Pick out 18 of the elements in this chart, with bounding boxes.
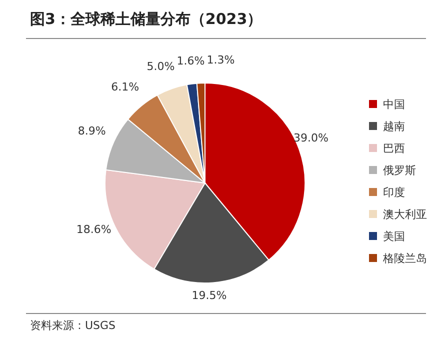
data-label: 5.0% [146, 60, 175, 74]
legend-label: 越南 [383, 118, 405, 134]
data-label: 8.9% [78, 124, 106, 138]
data-label: 1.3% [206, 54, 235, 67]
data-label: 19.5% [192, 289, 227, 302]
legend-label: 印度 [383, 184, 405, 200]
legend-label: 格陵兰岛 [383, 250, 427, 266]
legend-label: 美国 [383, 228, 405, 244]
legend-label: 中国 [383, 96, 405, 112]
data-label: 6.1% [111, 80, 140, 94]
legend-label: 俄罗斯 [383, 162, 416, 178]
legend-label: 巴西 [383, 140, 405, 156]
data-label: 39.0% [294, 132, 328, 145]
data-label: 18.6% [76, 223, 112, 236]
text: 资料来源：USGS [30, 318, 116, 333]
chart-title: 图3：全球稀土储量分布（2023） [30, 10, 262, 29]
legend-label: 澳大利亚 [383, 206, 427, 222]
data-label: 1.6% [176, 54, 205, 68]
